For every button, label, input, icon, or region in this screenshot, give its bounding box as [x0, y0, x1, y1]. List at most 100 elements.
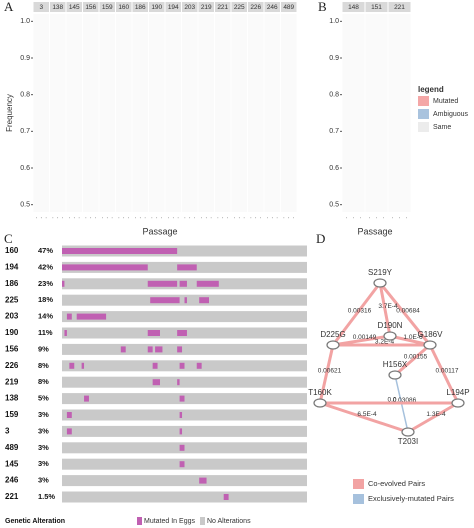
alteration [147, 280, 178, 287]
facet-title: 3 [39, 4, 43, 11]
alteration [177, 379, 180, 386]
row-label: 226 [5, 361, 19, 370]
x-tick-dot: · [172, 216, 174, 222]
x-tick-dot: · [111, 216, 113, 222]
row-label: 138 [5, 394, 19, 403]
x-tick-dot: · [243, 216, 245, 222]
node-label: G186V [418, 330, 444, 339]
edge [378, 282, 392, 337]
alteration [179, 461, 185, 468]
row-label: 156 [5, 345, 19, 354]
facet-title: 156 [85, 4, 96, 11]
x-tick-dot: · [392, 216, 394, 222]
edge-label: 0.00684 [396, 308, 420, 315]
row-label: 3 [5, 427, 10, 436]
x-tick-dot: · [167, 216, 169, 222]
facet-title: 225 [234, 4, 245, 11]
row-pct: 47% [38, 246, 53, 255]
y-tick-label: 0.9 [329, 55, 339, 62]
facet-title: 145 [69, 4, 80, 11]
y-tick-label: 0.7 [329, 128, 339, 135]
x-tick-dot: · [90, 216, 92, 222]
x-tick-dot: · [266, 216, 268, 222]
x-tick-dot: · [194, 216, 196, 222]
x-tick-dot: · [45, 216, 47, 222]
y-tick-label: 0.5 [329, 202, 339, 209]
row-pct: 3% [38, 459, 49, 468]
facet-bg [66, 14, 82, 212]
bar-segment [122, 193, 126, 212]
legend-label: Mutated In Eggs [144, 518, 195, 525]
row-pct: 9% [38, 344, 49, 353]
edge-label: 1.0E-6 [403, 334, 423, 341]
edge-label: 0.00621 [318, 368, 342, 375]
y-tick-label: 0.7 [20, 128, 30, 135]
edge [319, 401, 409, 434]
legend-label: Mutated [433, 98, 458, 105]
x-tick-dot: · [73, 216, 75, 222]
facet-bg [248, 14, 264, 212]
facet-bg [132, 14, 148, 212]
node-label: D225G [320, 330, 345, 339]
x-tick-dot: · [184, 216, 186, 222]
track [62, 245, 307, 257]
strip [388, 2, 411, 12]
x-tick-dot: · [217, 216, 219, 222]
alteration [155, 346, 163, 353]
strip [83, 2, 99, 12]
track [62, 491, 307, 503]
x-tick-dot: · [161, 216, 163, 222]
facet-bg [165, 14, 181, 212]
edge [331, 282, 382, 346]
alteration [223, 494, 229, 500]
x-tick-dot: · [283, 216, 285, 222]
node-label: S219Y [368, 268, 393, 277]
facet-bg [198, 14, 214, 212]
alteration [179, 280, 187, 287]
track [62, 475, 307, 487]
alteration [179, 428, 183, 435]
facet-bg [116, 14, 132, 212]
x-tick-dot: · [151, 216, 153, 222]
legend-swatch [353, 494, 364, 504]
x-tick-dot: · [406, 216, 408, 222]
strip [264, 2, 280, 12]
row-label: 194 [5, 263, 19, 272]
alteration [179, 362, 185, 369]
facet-title: 246 [267, 4, 278, 11]
strip [231, 2, 247, 12]
strip [149, 2, 165, 12]
facet-bg [149, 14, 165, 212]
x-tick-dot: · [227, 216, 229, 222]
facet-bg [388, 14, 411, 212]
node [451, 398, 465, 408]
strip [66, 2, 82, 12]
edge [394, 343, 431, 377]
x-tick-dot: · [376, 216, 378, 222]
edge-label: 0.00316 [348, 308, 372, 315]
facet-bg [231, 14, 247, 212]
facet-title: 221 [394, 4, 405, 11]
node [373, 278, 387, 288]
strip [116, 2, 132, 12]
track [62, 409, 307, 421]
strip [33, 2, 49, 12]
y-tick-label: 0.6 [20, 165, 30, 172]
alteration [64, 330, 67, 336]
node-label: T160K [308, 388, 332, 397]
panel-label: C [4, 231, 13, 246]
facet-title: 226 [250, 4, 261, 11]
node [388, 370, 402, 380]
x-tick-dot: · [210, 216, 212, 222]
strip [165, 2, 181, 12]
strip [342, 2, 365, 12]
row-pct: 3% [38, 426, 49, 435]
facet-title: 148 [348, 4, 359, 11]
legend-swatch [418, 109, 429, 119]
x-tick-dot: · [177, 216, 179, 222]
edge [318, 344, 335, 404]
x-tick-dot: · [128, 216, 130, 222]
row-pct: 23% [38, 279, 53, 288]
row-pct: 5% [38, 394, 49, 403]
